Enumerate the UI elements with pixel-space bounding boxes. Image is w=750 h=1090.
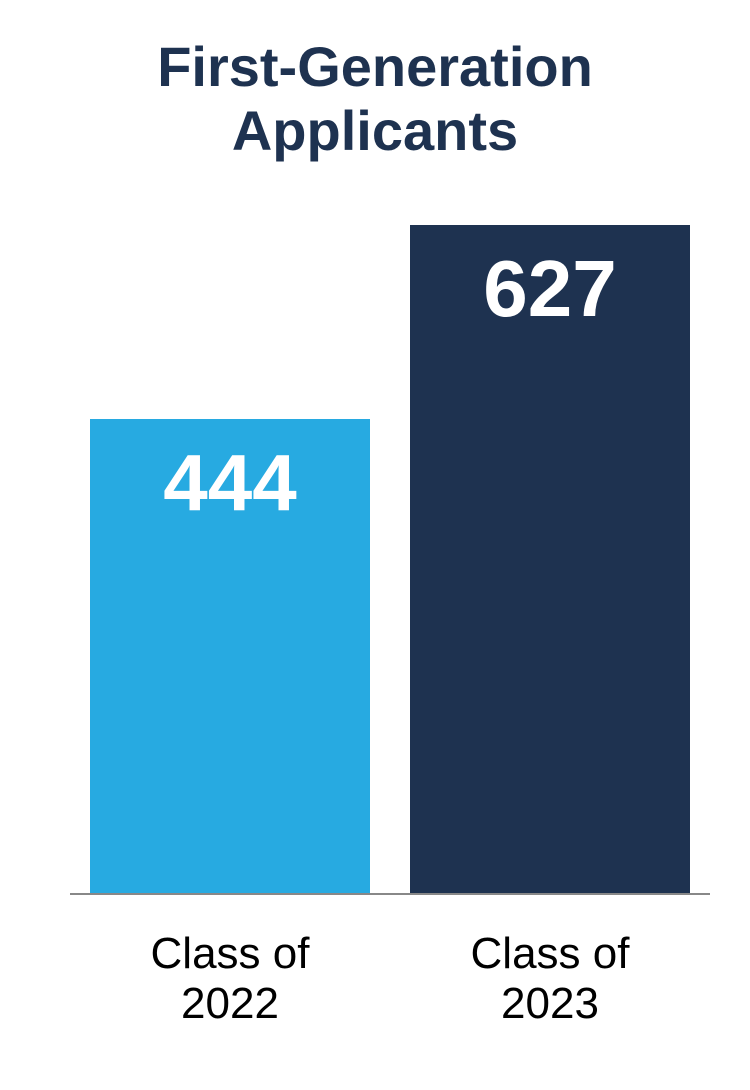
category-label-0: Class of 2022 [90, 929, 370, 1030]
bar-value-1: 627 [483, 225, 616, 335]
title-line-2: Applicants [0, 99, 750, 163]
chart-plot-area: 444 627 [70, 225, 710, 895]
category-label-1-line2: 2023 [410, 979, 690, 1030]
category-labels: Class of 2022 Class of 2023 [70, 929, 710, 1030]
title-line-1: First-Generation [0, 35, 750, 99]
chart-title: First-Generation Applicants [0, 0, 750, 164]
bars-container: 444 627 [70, 225, 710, 895]
category-label-0-line2: 2022 [90, 979, 370, 1030]
bar-1: 627 [410, 225, 690, 893]
category-label-1-line1: Class of [410, 929, 690, 980]
bar-value-0: 444 [163, 419, 296, 529]
bar-wrapper-0: 444 [90, 225, 370, 893]
bar-wrapper-1: 627 [410, 225, 690, 893]
category-label-0-line1: Class of [90, 929, 370, 980]
bar-0: 444 [90, 419, 370, 893]
category-label-1: Class of 2023 [410, 929, 690, 1030]
